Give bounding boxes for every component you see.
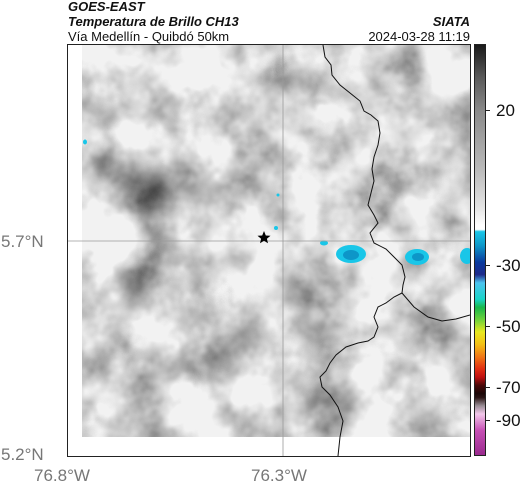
longitude-label-76-3: 76.3°W (251, 466, 307, 485)
organization-label: SIATA (432, 14, 470, 29)
colorbar-label-minus30: -30 (496, 256, 521, 275)
temperature-colorbar (474, 44, 486, 456)
map-canvas (68, 45, 470, 456)
product-subtitle: Temperatura de Brillo CH13 (68, 14, 239, 29)
graticule (68, 45, 470, 456)
colorbar-label-minus50: -50 (496, 317, 521, 336)
colorbar-label-20: 20 (496, 101, 515, 120)
department-borders (319, 45, 470, 456)
star-icon[interactable] (257, 231, 271, 244)
colorbar-tick (486, 110, 490, 111)
colorbar-tick (486, 387, 490, 388)
longitude-label-76-8: 76.8°W (34, 466, 90, 485)
colorbar-tick (486, 265, 490, 266)
timestamp-label: 2024-03-28 11:19 (368, 29, 470, 44)
colorbar-tick (486, 420, 490, 421)
colorbar-tick (486, 326, 490, 327)
cold-cloud-tops (83, 139, 470, 265)
route-label: Vía Medellín - Quibdó 50km (68, 29, 230, 44)
satellite-map[interactable] (67, 44, 471, 457)
latitude-label-5-2: 5.2°N (1, 445, 44, 464)
latitude-label-5-7: 5.7°N (1, 232, 44, 251)
colorbar-label-minus90: -90 (496, 411, 521, 430)
colorbar-label-minus70: -70 (496, 378, 521, 397)
product-title: GOES-EAST (68, 0, 145, 14)
